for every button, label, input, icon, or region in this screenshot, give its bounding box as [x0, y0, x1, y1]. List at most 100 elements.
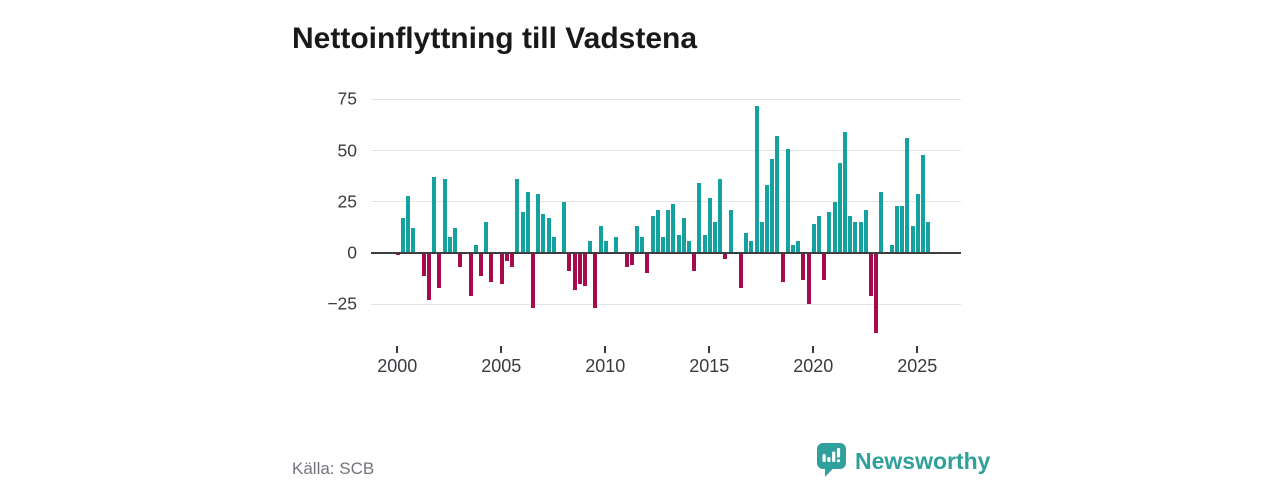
bar-2005q3: [510, 253, 515, 268]
bar-2006q3: [531, 253, 535, 309]
bar-2015q3: [718, 179, 723, 253]
bar-2008q3: [572, 253, 577, 290]
bar-2014q3: [697, 183, 702, 253]
bar-2014q4: [702, 234, 707, 253]
bar-2002q4: [453, 228, 457, 253]
bar-2016q1: [728, 209, 733, 253]
bar-2024q4: [910, 226, 915, 253]
newsworthy-logo: Newsworthy: [817, 443, 990, 477]
bar-2003q4: [473, 244, 478, 253]
x-axis-label: 2015: [689, 356, 730, 376]
bar-2013q1: [666, 209, 671, 253]
x-axis-label: 2005: [481, 356, 522, 376]
x-axis-label: 2010: [585, 356, 626, 376]
bar-2008q1: [562, 201, 567, 253]
bar-2017q2: [754, 105, 759, 253]
x-axis-tick-2015: [708, 346, 711, 353]
bar-2012q4: [661, 236, 665, 253]
bar-2020q2: [817, 216, 821, 253]
bar-2018q4: [785, 148, 790, 253]
bar-2001q4: [432, 177, 437, 253]
bar-2021q2: [837, 162, 842, 253]
bar-2016q4: [744, 232, 749, 253]
bar-2023q1: [874, 253, 879, 333]
x-axis-label: 2025: [897, 356, 938, 376]
bar-2021q3: [843, 132, 847, 253]
bar-2015q2: [713, 222, 717, 253]
bar-2021q1: [832, 201, 837, 253]
x-axis-tick-2005: [500, 346, 503, 353]
bar-2025q1: [915, 193, 920, 253]
newsworthy-icon: [817, 443, 846, 477]
bar-2020q4: [827, 212, 832, 253]
bar-2007q2: [546, 218, 551, 253]
gridline-y--25: [371, 303, 961, 305]
bar-2025q3: [926, 222, 931, 253]
bar-2012q3: [655, 209, 660, 253]
bar-2022q4: [869, 253, 873, 296]
x-axis-tick-2020: [812, 346, 815, 353]
bar-2011q3: [635, 226, 639, 253]
y-axis-label: 50: [337, 140, 357, 161]
bar-2001q2: [421, 253, 426, 276]
bar-2025q2: [921, 154, 925, 253]
bar-2002q3: [447, 236, 452, 253]
gridline-y-25: [371, 201, 961, 203]
bar-2007q1: [541, 214, 546, 253]
bar-2011q4: [640, 236, 645, 253]
bar-2009q3: [593, 253, 598, 309]
bar-2014q1: [687, 240, 691, 253]
y-axis-label: 0: [347, 242, 357, 263]
x-axis-tick-2025: [916, 346, 919, 353]
zero-axis-line: [371, 252, 961, 254]
bar-2020q3: [822, 253, 827, 280]
bar-2000q2: [401, 218, 405, 253]
bar-2005q4: [515, 179, 520, 253]
x-axis-label: 2020: [793, 356, 834, 376]
gridline-y-75: [371, 98, 961, 100]
x-axis-label: 2000: [377, 356, 418, 376]
bar-2015q1: [707, 197, 712, 253]
bar-2019q1: [791, 244, 795, 253]
y-axis-label: 25: [337, 191, 357, 212]
bar-2008q2: [567, 253, 572, 272]
y-axis-label: 75: [337, 88, 357, 109]
bar-2004q2: [484, 222, 489, 253]
bar-2024q2: [900, 205, 905, 253]
bar-2024q3: [905, 138, 910, 253]
bar-2009q2: [588, 240, 593, 253]
bar-2011q1: [624, 253, 629, 268]
bar-2010q3: [614, 236, 619, 253]
bar-2007q3: [551, 236, 556, 253]
bar-2000q4: [411, 228, 416, 253]
bar-2015q4: [723, 253, 728, 260]
chart-title: Nettoinflyttning till Vadstena: [292, 22, 698, 56]
bar-2018q2: [775, 136, 780, 253]
bar-2024q1: [895, 205, 899, 253]
bar-2012q2: [650, 216, 655, 253]
bar-2006q1: [520, 212, 525, 253]
gridline-y-50: [371, 150, 961, 152]
net-migration-bar-chart: 75 50 25 0 −25 2000 2005 2010 2015 2020 2025: [327, 85, 961, 376]
bar-2004q3: [489, 253, 494, 282]
bar-2006q4: [536, 193, 541, 253]
source-caption: Källa: SCB: [292, 459, 375, 478]
bar-2014q2: [692, 253, 697, 272]
bar-2009q1: [583, 253, 587, 286]
bar-2013q4: [681, 218, 686, 253]
bar-2006q2: [525, 191, 530, 253]
bar-2019q3: [801, 253, 806, 280]
bar-2018q1: [770, 158, 775, 253]
bar-2008q4: [577, 253, 582, 284]
bar-2003q3: [468, 253, 473, 296]
bar-2001q3: [427, 253, 431, 301]
bar-2004q1: [479, 253, 483, 276]
bar-2002q1: [437, 253, 442, 288]
bar-2021q4: [848, 216, 853, 253]
y-axis-label: −25: [327, 293, 357, 314]
bar-2022q2: [858, 222, 863, 253]
x-axis-tick-2000: [396, 346, 399, 353]
bar-2013q3: [676, 234, 681, 253]
x-axis-tick-2010: [604, 346, 607, 353]
